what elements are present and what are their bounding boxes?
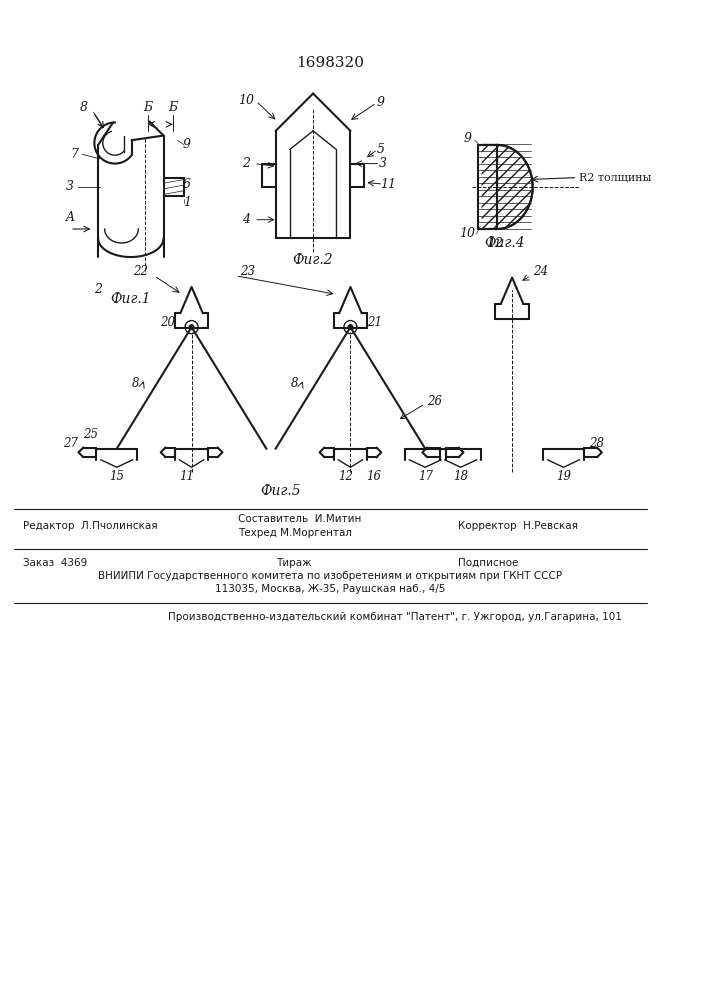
Text: 11: 11 — [380, 178, 396, 191]
Text: 3: 3 — [379, 157, 387, 170]
Text: 12: 12 — [338, 470, 354, 483]
Text: 5: 5 — [376, 143, 385, 156]
Text: 15: 15 — [110, 470, 124, 483]
Circle shape — [348, 325, 353, 329]
Text: 12: 12 — [487, 237, 503, 250]
Text: 8: 8 — [80, 101, 88, 114]
Text: 24: 24 — [532, 265, 548, 278]
FancyBboxPatch shape — [474, 143, 481, 231]
Text: Фиг.4: Фиг.4 — [484, 236, 525, 250]
Text: Фиг.2: Фиг.2 — [293, 253, 334, 267]
Text: 8: 8 — [132, 377, 139, 390]
Text: 17: 17 — [418, 470, 433, 483]
Text: 9: 9 — [376, 96, 385, 109]
Text: Фиг.5: Фиг.5 — [260, 484, 300, 498]
Text: 9: 9 — [463, 132, 472, 145]
Text: 10: 10 — [238, 94, 254, 107]
Text: Фиг.1: Фиг.1 — [110, 292, 151, 306]
Text: 26: 26 — [427, 395, 442, 408]
Text: 18: 18 — [453, 470, 468, 483]
Text: R2 толщины: R2 толщины — [579, 173, 652, 183]
Text: 22: 22 — [133, 265, 148, 278]
Text: Б: Б — [143, 101, 152, 114]
Text: 27: 27 — [63, 437, 78, 450]
Text: 3: 3 — [66, 180, 74, 193]
Text: 23: 23 — [240, 265, 255, 278]
Text: Составитель  И.Митин: Составитель И.Митин — [238, 514, 362, 524]
Text: 8: 8 — [291, 377, 298, 390]
Text: 9: 9 — [183, 138, 191, 151]
Text: 16: 16 — [366, 470, 381, 483]
Text: ВНИИПИ Государственного комитета по изобретениям и открытиям при ГКНТ СССР: ВНИИПИ Государственного комитета по изоб… — [98, 571, 562, 581]
Text: 28: 28 — [589, 437, 604, 450]
Text: 25: 25 — [83, 428, 98, 441]
Text: Производственно-издательский комбинат "Патент", г. Ужгород, ул.Гагарина, 101: Производственно-издательский комбинат "П… — [168, 612, 622, 622]
Text: 21: 21 — [367, 316, 382, 329]
Text: 11: 11 — [180, 470, 194, 483]
Polygon shape — [479, 145, 532, 229]
Text: Подписное: Подписное — [458, 558, 518, 568]
Text: 7: 7 — [71, 148, 78, 161]
Circle shape — [189, 325, 194, 329]
Text: Корректор  Н.Ревская: Корректор Н.Ревская — [458, 521, 578, 531]
Text: Заказ  4369: Заказ 4369 — [23, 558, 88, 568]
Text: 20: 20 — [160, 316, 175, 329]
Text: 10: 10 — [460, 227, 475, 240]
Text: 1: 1 — [183, 196, 191, 209]
Text: 2: 2 — [242, 157, 250, 170]
Text: 4: 4 — [242, 213, 250, 226]
Text: Редактор  Л.Пчолинская: Редактор Л.Пчолинская — [23, 521, 158, 531]
Text: 113035, Москва, Ж-35, Раушская наб., 4/5: 113035, Москва, Ж-35, Раушская наб., 4/5 — [215, 584, 445, 594]
Text: Техред М.Моргентал: Техред М.Моргентал — [238, 528, 352, 538]
Text: Тираж: Тираж — [276, 558, 311, 568]
Text: 1698320: 1698320 — [296, 56, 364, 70]
Text: 2: 2 — [94, 283, 102, 296]
Text: Б: Б — [168, 101, 177, 114]
Text: 19: 19 — [556, 470, 571, 483]
Text: 6: 6 — [183, 178, 191, 191]
Text: A: A — [66, 211, 74, 224]
